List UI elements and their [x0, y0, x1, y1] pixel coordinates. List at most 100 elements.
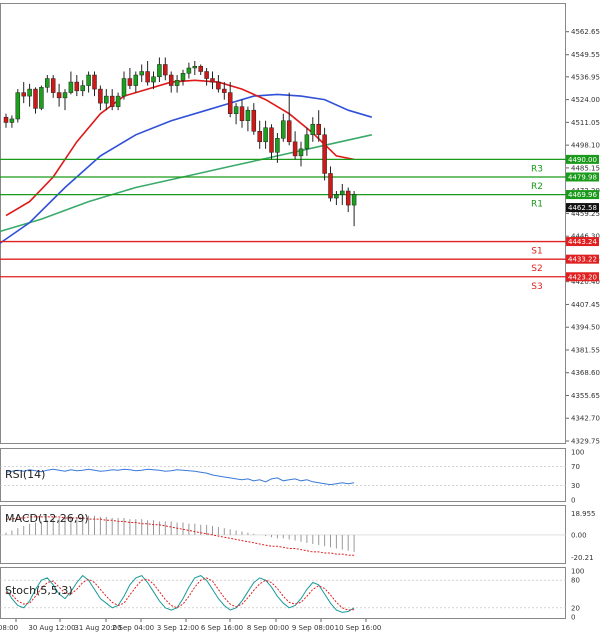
- y-tick-label: 4342.70: [571, 415, 600, 423]
- candle-body: [86, 74, 91, 86]
- candle-body: [316, 123, 321, 136]
- candle-body: [133, 74, 139, 86]
- level-price-label-s2: 4433.22: [568, 256, 597, 264]
- level-price-tag-r2: [566, 172, 599, 182]
- y-tick-label: 4498.10: [571, 142, 600, 150]
- level-price-label-r2: 4479.98: [568, 173, 597, 181]
- rsi-line: [5, 468, 355, 486]
- candle-body: [33, 88, 38, 109]
- candle-body: [62, 92, 68, 99]
- y-tick-label: 4381.55: [571, 346, 600, 354]
- candle-body: [310, 123, 316, 136]
- moving-average-blue: [0, 93, 373, 245]
- y-tick-label: 4420.40: [571, 278, 600, 286]
- macd-tick-label: -20.21: [571, 554, 594, 562]
- level-name-s1: S1: [531, 247, 542, 257]
- main-price-layer: 4562.65 4549.55 4536.95 4524.00 4511.05 4498.…: [0, 28, 600, 446]
- level-price-tag-r1: [566, 190, 599, 200]
- x-tick-label: 10 Sep 16:00: [335, 624, 382, 632]
- y-tick-label: 4368.60: [571, 369, 600, 377]
- candle-body: [275, 138, 280, 153]
- candle-body: [345, 190, 351, 206]
- current-price-tag: [566, 203, 599, 213]
- candle-body: [281, 120, 286, 139]
- x-tick-label: 8 Sep 00:00: [247, 624, 289, 632]
- level-name-r2: R2: [531, 182, 543, 192]
- candle-body: [174, 80, 180, 86]
- stoch-panel-frame: [0, 567, 566, 619]
- y-tick-label: 4562.65: [571, 28, 600, 36]
- candle-body: [292, 141, 298, 157]
- level-name-r1: R1: [531, 200, 543, 210]
- candle-body: [210, 78, 215, 83]
- candle-body: [50, 78, 56, 93]
- candle-body: [286, 120, 292, 143]
- candle-body: [68, 81, 74, 93]
- stoch-title: Stoch(5,5,3): [5, 584, 73, 597]
- macd-title: MACD(12,26,9): [5, 512, 89, 525]
- candle-body: [163, 64, 168, 76]
- candle-body: [227, 92, 233, 114]
- candle-body: [245, 109, 251, 121]
- x-tick-label: 08:00: [0, 624, 18, 632]
- candle-body: [222, 88, 227, 93]
- candle-body: [322, 134, 327, 174]
- y-tick-label: 4394.50: [571, 324, 600, 332]
- candle-body: [180, 73, 186, 81]
- candle-body: [39, 87, 44, 109]
- stoch-k-line: [5, 574, 355, 613]
- y-tick-label: 4524.00: [571, 96, 600, 104]
- level-price-tag-s1: [566, 237, 599, 247]
- stoch-tick-label: 20: [571, 604, 580, 612]
- y-tick-label: 4446.30: [571, 233, 600, 241]
- candle-body: [115, 95, 121, 107]
- level-price-label-r1: 4469.96: [568, 191, 597, 199]
- y-tick-label: 4329.75: [571, 438, 600, 446]
- y-tick-label: 4485.15: [571, 164, 600, 172]
- x-tick-label: 2 Sep 04:00: [112, 624, 154, 632]
- stoch-tick-label: 100: [571, 568, 584, 576]
- stoch-d-line: [5, 577, 355, 611]
- x-tick-label: 9 Sep 08:00: [292, 624, 334, 632]
- rsi-tick-label: 30: [571, 482, 580, 490]
- candle-body: [92, 74, 97, 90]
- candle-body: [351, 194, 357, 206]
- candle-body: [9, 118, 15, 123]
- level-price-label-s3: 4423.20: [568, 273, 597, 281]
- candle-body: [139, 71, 144, 76]
- candle-body: [168, 74, 174, 86]
- main-panel-frame: [0, 3, 566, 444]
- y-tick-label: 4407.45: [571, 301, 600, 309]
- candle-body: [45, 78, 50, 88]
- stoch-tick-label: 0: [571, 614, 575, 622]
- candle-body: [263, 127, 268, 143]
- candle-body: [251, 109, 257, 132]
- x-tick-label: 30 Aug 12:00: [28, 624, 75, 632]
- x-tick-label: 6 Sep 16:00: [201, 624, 243, 632]
- candle-body: [216, 81, 221, 90]
- candle-body: [145, 71, 150, 83]
- level-name-r3: R3: [531, 164, 543, 174]
- candle-body: [74, 81, 80, 92]
- candle-body: [298, 148, 304, 157]
- candle-body: [198, 65, 203, 72]
- candle-body: [121, 78, 127, 97]
- candle-body: [269, 127, 274, 153]
- candle-body: [192, 65, 198, 69]
- candle-body: [186, 67, 192, 74]
- x-tick-label: 31 Aug 20:00: [74, 624, 121, 632]
- candle-body: [328, 173, 333, 199]
- candle-body: [104, 95, 109, 104]
- candle-body: [239, 106, 245, 121]
- candle-body: [109, 95, 115, 107]
- y-tick-label: 4511.05: [571, 119, 600, 127]
- level-name-s3: S3: [531, 282, 542, 292]
- macd-layer: 18.955 0.00 -20.21 MACD(12,26,9): [0, 510, 596, 562]
- y-tick-label: 4459.25: [571, 210, 600, 218]
- y-tick-label: 4536.95: [571, 73, 600, 81]
- rsi-tick-label: 100: [571, 449, 584, 457]
- candle-body: [334, 194, 339, 199]
- candle-body: [157, 64, 162, 78]
- level-price-label-r3: 4490.00: [568, 156, 597, 164]
